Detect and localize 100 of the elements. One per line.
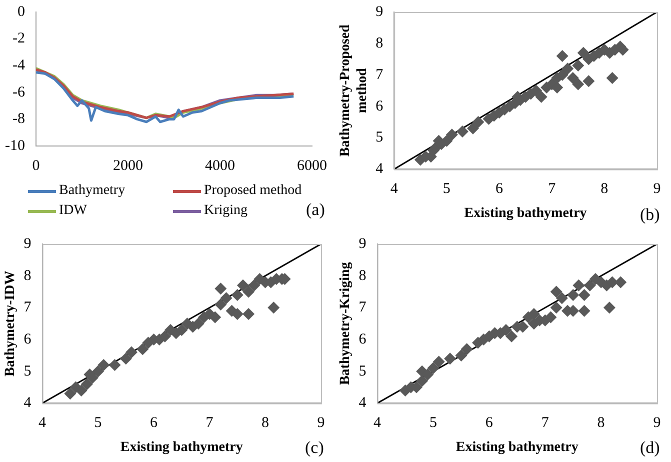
point — [578, 288, 590, 301]
point — [248, 279, 260, 292]
y-tick-label: 5 — [376, 130, 384, 146]
y-tick-label: 4 — [24, 395, 32, 412]
x-tick-label: 4 — [390, 181, 398, 198]
y-tick-label: -4 — [12, 58, 26, 74]
text: (d) — [640, 438, 660, 458]
point — [242, 286, 255, 298]
y-tick-label: 6 — [358, 331, 367, 348]
y-tick-label: 9 — [24, 236, 32, 252]
x-axis-title: Existing bathymetry — [464, 206, 587, 222]
x-tick-label: 5 — [94, 415, 102, 432]
y-axis-title: Bathymetry-Kriging — [338, 262, 354, 386]
y-axis-title: Bathymetry-IDW — [3, 270, 18, 376]
point — [578, 304, 590, 317]
point — [577, 46, 590, 59]
x-tick-label: 9 — [317, 415, 325, 432]
x-axis-title: Existing bathymetry — [456, 440, 578, 456]
point — [176, 324, 188, 336]
point — [80, 378, 93, 390]
y-tick-label: 5 — [358, 363, 366, 380]
point — [98, 358, 110, 371]
text: (c) — [305, 438, 324, 458]
x-tick-label: 8 — [600, 181, 608, 198]
y-tick-label: 4 — [358, 395, 367, 412]
y-tick-label: 8 — [24, 268, 32, 284]
y-tick-label: 8 — [376, 35, 384, 52]
legend-label: Kriging — [204, 203, 248, 219]
point — [550, 286, 562, 298]
y-tick-label: -6 — [12, 84, 26, 100]
point — [466, 122, 479, 134]
point — [551, 81, 564, 94]
x-tick-label: 4000 — [205, 158, 235, 174]
y-tick-label: 7 — [376, 66, 384, 83]
y-tick-label: 6 — [24, 331, 32, 348]
y-tick-label: 8 — [358, 268, 366, 284]
x-tick-label: 9 — [653, 415, 661, 432]
text: (a) — [306, 200, 325, 220]
point — [603, 302, 616, 314]
point — [455, 349, 468, 362]
point — [582, 75, 595, 88]
y-tick-label: -10 — [4, 138, 25, 154]
legend-label: Bathymetry — [59, 183, 126, 199]
y-tick-label: 5 — [24, 363, 32, 380]
y-tick-label: 7 — [24, 300, 32, 316]
x-tick-label: 7 — [548, 181, 556, 198]
y-tick-label: 0 — [17, 4, 25, 20]
point — [444, 352, 456, 365]
point — [125, 346, 138, 358]
point — [566, 72, 579, 84]
point — [432, 356, 445, 368]
y-tick-label: 7 — [358, 300, 367, 316]
point — [231, 288, 244, 301]
point — [427, 362, 440, 374]
x-tick-label: 7 — [206, 415, 214, 432]
point — [446, 128, 458, 141]
point — [562, 62, 574, 75]
point — [535, 90, 548, 103]
point — [120, 352, 132, 365]
point — [584, 279, 596, 292]
y-tick-label: 9 — [358, 236, 366, 252]
x-tick-label: 5 — [429, 415, 437, 432]
x-tick-label: 4 — [38, 415, 47, 432]
legend-label: Proposed method — [204, 183, 302, 199]
point — [136, 343, 149, 356]
y-axis-title: Bathymetry-Proposed method — [338, 24, 370, 157]
point — [556, 292, 568, 304]
x-tick-label: 6 — [496, 181, 504, 198]
point — [572, 279, 585, 292]
y-tick-label: -8 — [12, 111, 25, 128]
point — [530, 84, 542, 97]
x-tick-label: 6000 — [297, 158, 327, 174]
point — [75, 384, 88, 396]
point — [460, 343, 473, 356]
text: (b) — [640, 205, 660, 225]
point — [556, 50, 568, 62]
point — [209, 311, 222, 324]
x-tick-label: 7 — [541, 415, 550, 432]
x-tick-label: 9 — [653, 181, 661, 198]
point — [572, 78, 584, 90]
point — [92, 365, 104, 378]
point — [506, 330, 518, 342]
legend-label: IDW — [59, 203, 87, 219]
x-tick-label: 6 — [150, 415, 158, 432]
point — [108, 358, 121, 371]
x-tick-label: 6 — [485, 415, 494, 432]
x-tick-label: 2000 — [112, 158, 143, 174]
y-tick-label: 9 — [376, 4, 384, 20]
x-axis-title: Existing bathymetry — [120, 440, 243, 456]
point — [416, 374, 428, 387]
point — [220, 292, 232, 304]
point — [268, 302, 280, 314]
point — [214, 298, 227, 310]
x-tick-label: 8 — [597, 415, 605, 432]
y-tick-label: -2 — [12, 30, 25, 47]
point — [567, 288, 580, 301]
point — [242, 308, 255, 320]
x-tick-label: 5 — [442, 181, 450, 198]
point — [606, 72, 618, 84]
point — [456, 125, 468, 138]
